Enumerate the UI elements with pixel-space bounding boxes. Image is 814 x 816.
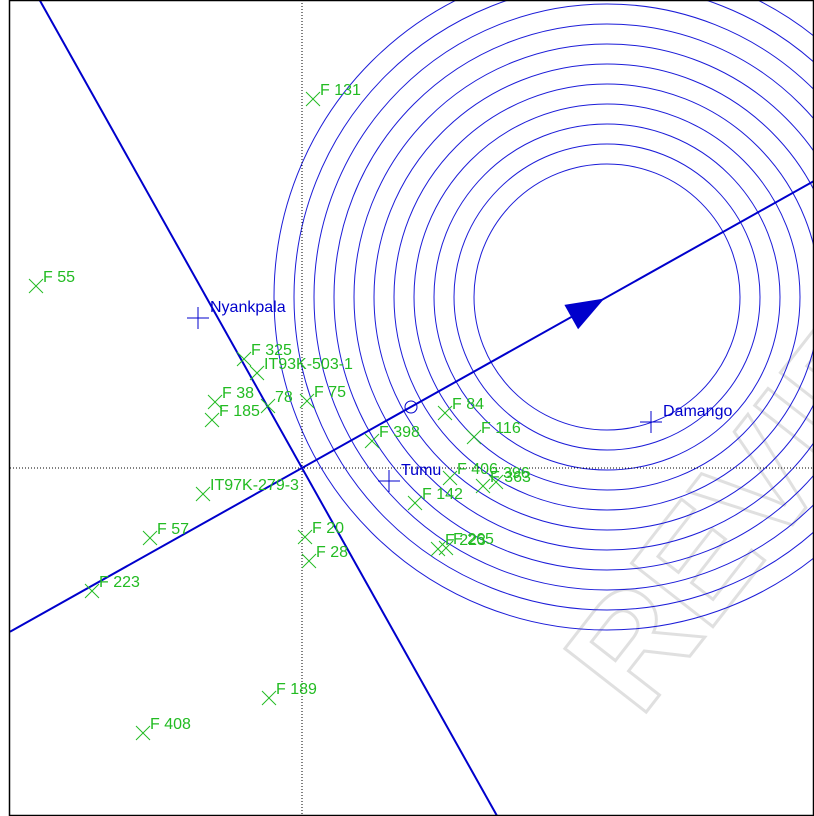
concentric-circle xyxy=(373,63,814,531)
concentric-circle xyxy=(433,123,781,471)
entry-marker xyxy=(442,470,458,486)
entry-marker xyxy=(475,478,491,494)
tester-label: Tumu xyxy=(401,462,441,479)
concentric-circle xyxy=(293,0,814,611)
entry-label: F 189 xyxy=(276,681,317,698)
entry-label: 78 xyxy=(275,389,293,406)
entry-marker xyxy=(438,540,454,556)
entry-label: F 265 xyxy=(453,531,494,548)
entry-marker xyxy=(407,495,423,511)
entry-label: F 406 xyxy=(457,461,498,478)
average-environment-axis xyxy=(9,180,814,633)
arrowhead xyxy=(564,298,605,330)
entry-marker xyxy=(299,393,315,409)
entry-marker xyxy=(84,583,100,599)
entry-label: F 363 xyxy=(490,469,531,486)
concentric-circle xyxy=(353,43,814,551)
entry-marker xyxy=(28,278,44,294)
dotted-axes xyxy=(10,0,814,816)
concentric-circle xyxy=(273,0,814,631)
tester-marker xyxy=(378,470,400,492)
concentric-circle xyxy=(473,163,741,431)
entry-label: F 84 xyxy=(452,396,484,413)
entry-marker xyxy=(466,429,482,445)
entry-marker xyxy=(236,351,252,367)
entry-label: F 408 xyxy=(150,716,191,733)
average-marker xyxy=(404,400,418,414)
entry-label: F 20 xyxy=(312,520,344,537)
concentric-circle xyxy=(333,23,814,571)
perpendicular-axis xyxy=(38,0,498,816)
entry-label: F 223 xyxy=(99,574,140,591)
entry-label: F 28 xyxy=(316,544,348,561)
tester-label: Damango xyxy=(663,403,732,420)
tester-marker xyxy=(640,411,662,433)
entry-marker xyxy=(204,412,220,428)
tester-label: Nyankpala xyxy=(210,299,286,316)
entry-marker xyxy=(249,365,265,381)
entry-label: IT93K-503-1 xyxy=(264,356,353,373)
entry-label: F 55 xyxy=(43,269,75,286)
entry-marker xyxy=(301,553,317,569)
concentric-circle xyxy=(453,143,761,451)
vector-lines xyxy=(9,0,814,816)
entry-label: F 131 xyxy=(320,82,361,99)
concentric-circle xyxy=(393,83,814,511)
entry-marker xyxy=(364,433,380,449)
entry-label: IT97K-279-3 xyxy=(210,477,299,494)
entry-marker xyxy=(135,725,151,741)
watermark: REVIEW xyxy=(531,168,814,741)
entry-label: F 57 xyxy=(157,521,189,538)
entry-label: F 223 xyxy=(445,532,486,549)
entry-label: F 142 xyxy=(422,486,463,503)
entry-label: F 75 xyxy=(314,384,346,401)
entry-label: F 185 xyxy=(219,403,260,420)
entry-marker xyxy=(488,474,504,490)
concentric-circle xyxy=(413,103,801,491)
entry-label: F 398 xyxy=(379,424,420,441)
entry-marker xyxy=(195,486,211,502)
entry-label: F 38 xyxy=(222,385,254,402)
concentric-circles xyxy=(273,0,814,631)
entry-label: 396 xyxy=(503,465,530,482)
concentric-circle xyxy=(313,3,814,591)
watermark-text: REVIEW xyxy=(533,170,814,740)
entry-marker xyxy=(297,529,313,545)
entry-marker xyxy=(437,405,453,421)
entry-label: F 325 xyxy=(251,342,292,359)
entry-marker xyxy=(430,541,446,557)
entry-marker xyxy=(207,394,223,410)
tester-marker xyxy=(187,307,209,329)
entry-label: F 116 xyxy=(481,420,521,437)
entry-marker xyxy=(261,690,277,706)
entry-marker xyxy=(142,530,158,546)
entry-marker xyxy=(305,91,321,107)
entry-marker xyxy=(260,398,276,414)
